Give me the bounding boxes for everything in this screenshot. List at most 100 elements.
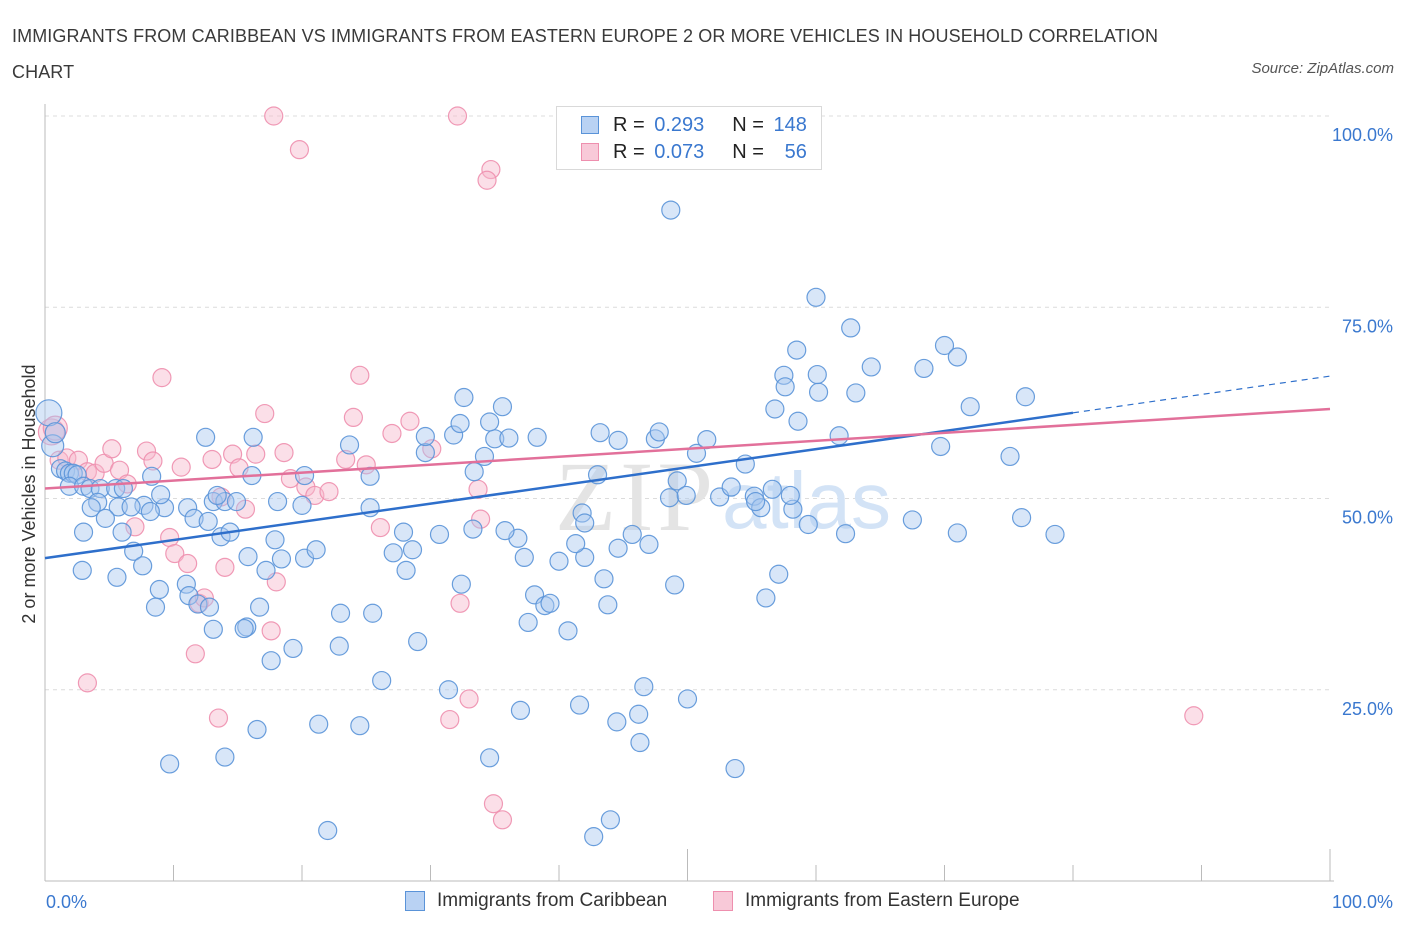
legend-item-eastern-europe[interactable]: Immigrants from Eastern Europe	[713, 890, 1020, 912]
eastern-europe-point	[143, 451, 163, 471]
y-tick-label: 75.0%	[1342, 316, 1393, 336]
eastern-europe-point	[382, 423, 402, 444]
caribbean-point	[429, 524, 450, 545]
caribbean-point	[808, 382, 829, 402]
caribbean-point	[196, 427, 216, 447]
caribbean-point	[676, 485, 696, 506]
caribbean-point	[133, 556, 153, 576]
eastern-europe-point	[165, 543, 185, 564]
eastern-europe-point	[136, 441, 157, 461]
eastern-europe-point	[264, 106, 284, 126]
eastern-europe-point	[77, 673, 98, 693]
trend-lines	[44, 375, 1331, 560]
eastern-europe-point	[152, 368, 172, 388]
caribbean-point	[363, 603, 383, 623]
caribbean-point	[415, 443, 435, 463]
caribbean-point	[72, 560, 92, 581]
caribbean-point	[1000, 446, 1020, 467]
caribbean-point	[558, 621, 578, 641]
caribbean-point	[677, 689, 698, 709]
eastern-europe-point	[125, 517, 145, 537]
caribbean-point	[249, 597, 270, 617]
eastern-europe-trend-line	[44, 407, 1331, 490]
x-tick-label: 0.0%	[46, 892, 87, 912]
eastern-europe-point	[450, 593, 470, 613]
caribbean-point	[798, 514, 818, 535]
caribbean-point	[339, 435, 360, 455]
eastern-europe-point	[42, 415, 68, 441]
eastern-europe-point	[171, 457, 191, 477]
caribbean-point	[630, 732, 650, 753]
caribbean-point	[846, 383, 866, 403]
caribbean-point	[256, 560, 276, 581]
caribbean-point	[151, 485, 171, 505]
eastern-europe-point	[202, 449, 222, 470]
caribbean-point	[41, 434, 65, 458]
r-value: 0.293	[654, 113, 705, 136]
series-caribbean-points	[35, 200, 1065, 847]
caribbean-point	[44, 422, 66, 444]
caribbean-point	[499, 428, 519, 448]
caribbean-point	[629, 704, 649, 724]
eastern-europe-point	[274, 443, 294, 463]
caribbean-point	[721, 477, 741, 497]
eastern-europe-point	[185, 644, 205, 664]
caribbean-point	[267, 491, 288, 512]
caribbean-point	[934, 335, 955, 356]
eastern-europe-point	[343, 407, 363, 428]
caribbean-point	[271, 549, 292, 569]
axes	[44, 104, 1334, 882]
caribbean-point	[835, 524, 856, 544]
eastern-europe-swatch	[581, 143, 599, 161]
caribbean-point	[463, 519, 483, 539]
caribbean-point	[510, 700, 531, 721]
caribbean-point	[600, 810, 621, 830]
eastern-europe-point	[483, 794, 504, 814]
r-value: 0.073	[654, 140, 705, 163]
caribbean-point	[762, 479, 782, 499]
x-tick-labels: 0.0% 100.0%	[46, 892, 1393, 912]
stats-row-caribbean: R = 0.293 N = 148	[581, 113, 807, 137]
caribbean-point	[540, 593, 560, 613]
caribbean-point	[514, 547, 534, 568]
eastern-europe-point	[459, 689, 479, 709]
caribbean-point	[780, 485, 800, 506]
caribbean-point	[393, 522, 414, 542]
caribbean-trend-extension	[1072, 375, 1331, 414]
legend-item-caribbean[interactable]: Immigrants from Caribbean	[405, 890, 667, 912]
caribbean-point	[1015, 387, 1036, 407]
caribbean-point	[769, 564, 789, 584]
caribbean-point	[247, 719, 267, 740]
caribbean-point	[902, 510, 922, 530]
source-label: Source: ZipAtlas.com	[1251, 60, 1394, 77]
caribbean-point	[829, 426, 849, 446]
caribbean-point	[203, 619, 223, 639]
caribbean-point	[841, 318, 861, 338]
caribbean-point	[215, 747, 235, 767]
eastern-europe-point	[208, 708, 229, 728]
caribbean-point	[480, 748, 500, 768]
caribbean-point	[667, 471, 687, 491]
caribbean-point	[1011, 508, 1032, 528]
caribbean-point	[283, 638, 303, 659]
legend-label: Immigrants from Caribbean	[437, 890, 668, 911]
caribbean-point	[372, 670, 392, 691]
eastern-europe-point	[178, 553, 198, 574]
eastern-europe-point	[255, 403, 275, 424]
caribbean-point	[527, 427, 547, 447]
caribbean-point	[575, 513, 595, 533]
caribbean-point	[402, 540, 423, 560]
caribbean-point	[569, 695, 590, 715]
caribbean-point	[765, 399, 785, 419]
caribbean-point	[575, 547, 595, 568]
caribbean-point	[725, 758, 745, 779]
eastern-europe-point	[481, 159, 501, 180]
caribbean-point	[292, 495, 312, 515]
caribbean-point	[608, 538, 628, 558]
caribbean-point	[788, 411, 808, 431]
caribbean-point	[914, 358, 934, 379]
caribbean-point	[639, 534, 659, 555]
caribbean-point	[121, 497, 141, 517]
caribbean-point	[415, 426, 435, 447]
caribbean-point	[931, 436, 951, 457]
